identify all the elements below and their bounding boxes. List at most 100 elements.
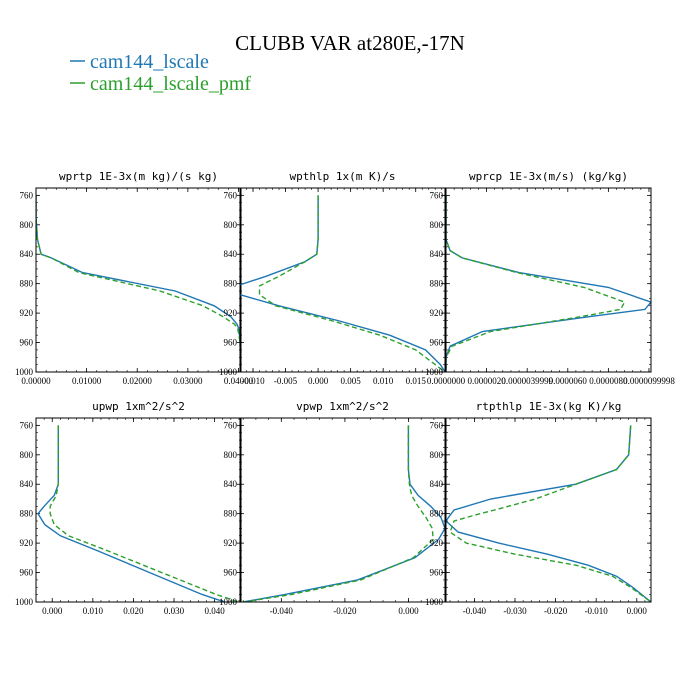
y-tick-label: 960 xyxy=(430,338,444,348)
panel-frame xyxy=(239,417,446,603)
legend-label-lscale-pmf: cam144_lscale_pmf xyxy=(90,73,251,95)
y-tick-label: 920 xyxy=(224,308,238,318)
x-tick-label: 0.010 xyxy=(373,376,394,386)
x-tick-label: 0.015 xyxy=(406,376,427,386)
y-tick-label: 840 xyxy=(224,249,238,259)
series-line-lscale xyxy=(240,195,445,372)
y-tick-label: 840 xyxy=(224,479,238,489)
y-tick-label: 880 xyxy=(224,279,238,289)
x-tick-label: 0.03000 xyxy=(173,376,203,386)
x-tick-label: 0.04000 xyxy=(224,376,254,386)
y-tick-label: 920 xyxy=(20,538,34,548)
panel-title: upwp 1xm^2/s^2 xyxy=(92,400,185,413)
x-tick-label: 0.000 xyxy=(42,606,63,616)
series-line-lscale xyxy=(36,195,241,372)
x-tick-label: -0.030 xyxy=(503,606,527,616)
y-tick-label: 1000 xyxy=(425,367,444,377)
legend-label-lscale: cam144_lscale xyxy=(90,51,209,73)
y-tick-label: 800 xyxy=(20,450,34,460)
y-tick-label: 760 xyxy=(20,420,34,430)
panel-5: rtpthlp 1E-3x(kg K)/kg 760 800 840 880 920 960… xyxy=(425,400,652,616)
y-tick-label: 880 xyxy=(20,279,34,289)
y-tick-label: 840 xyxy=(430,249,444,259)
y-tick-label: 880 xyxy=(430,509,444,519)
y-tick-label: 1000 xyxy=(15,597,34,607)
series-line-lscale-pmf xyxy=(446,195,626,372)
panel-frame xyxy=(445,187,652,373)
x-tick-label: 0.000 xyxy=(627,606,648,616)
series-line-lscale-pmf xyxy=(243,425,434,602)
series-line-lscale-pmf xyxy=(49,425,240,602)
series-line-lscale xyxy=(446,195,651,372)
y-tick-label: 960 xyxy=(224,338,238,348)
y-tick-label: 960 xyxy=(430,568,444,578)
series-line-lscale xyxy=(37,425,226,602)
y-tick-label: 840 xyxy=(430,479,444,489)
x-tick-label: 0.020 xyxy=(123,606,144,616)
y-tick-label: 840 xyxy=(20,479,34,489)
x-tick-label: 0.0000039999 xyxy=(501,376,553,386)
x-tick-label: -0.010 xyxy=(241,376,265,386)
y-tick-label: 760 xyxy=(430,420,444,430)
panel-frame xyxy=(35,187,242,373)
panel-title: wpthlp 1x(m K)/s xyxy=(290,170,396,183)
y-tick-label: 800 xyxy=(224,450,238,460)
panel-title: wprcp 1E-3x(m/s) (kg/kg) xyxy=(469,170,628,183)
y-tick-label: 880 xyxy=(430,279,444,289)
y-tick-label: 920 xyxy=(224,538,238,548)
y-tick-label: 960 xyxy=(20,338,34,348)
y-tick-label: 920 xyxy=(430,308,444,318)
panel-4: vpwp 1xm^2/s^2 760 800 840 880 920 960 1000 -0.0… xyxy=(219,400,446,616)
panel-3: upwp 1xm^2/s^2 760 800 840 880 920 960 1000 0.00… xyxy=(15,400,242,616)
y-tick-label: 800 xyxy=(224,220,238,230)
y-tick-label: 1000 xyxy=(15,367,34,377)
series-line-lscale-pmf xyxy=(258,195,445,372)
panel-title: vpwp 1xm^2/s^2 xyxy=(296,400,389,413)
y-tick-label: 880 xyxy=(20,509,34,519)
panel-title: wprtp 1E-3x(m kg)/(s kg) xyxy=(59,170,218,183)
x-tick-label: 0.000 xyxy=(398,606,419,616)
y-tick-label: 920 xyxy=(430,538,444,548)
panel-frame xyxy=(445,417,652,603)
panel-2: wprcp 1E-3x(m/s) (kg/kg) 760 800 840 880 920 9… xyxy=(425,170,675,386)
y-tick-label: 960 xyxy=(224,568,238,578)
y-tick-label: 1000 xyxy=(425,597,444,607)
x-tick-label: 0.02000 xyxy=(123,376,153,386)
x-tick-label: 0.040 xyxy=(204,606,225,616)
y-tick-label: 760 xyxy=(430,190,444,200)
y-tick-label: 1000 xyxy=(219,367,238,377)
x-tick-label: 0.010 xyxy=(83,606,104,616)
y-tick-label: 760 xyxy=(224,190,238,200)
x-tick-label: 0.0000060 xyxy=(549,376,588,386)
y-tick-label: 800 xyxy=(430,220,444,230)
x-tick-label: -0.005 xyxy=(274,376,298,386)
x-tick-label: -0.020 xyxy=(544,606,568,616)
x-tick-label: -0.040 xyxy=(270,606,294,616)
series-line-lscale xyxy=(243,425,445,602)
legend: cam144_lscale cam144_lscale_pmf xyxy=(70,51,251,95)
series-line-lscale xyxy=(446,425,651,602)
panel-frame xyxy=(35,417,242,603)
panels: wprtp 1E-3x(m kg)/(s kg) 760 800 840 880 920 9… xyxy=(15,170,675,616)
y-tick-label: 880 xyxy=(224,509,238,519)
x-tick-label: 0.0000080 xyxy=(589,376,628,386)
y-tick-label: 800 xyxy=(20,220,34,230)
x-tick-label: 0.005 xyxy=(341,376,362,386)
panel-title: rtpthlp 1E-3x(kg K)/kg xyxy=(476,400,622,413)
y-tick-label: 920 xyxy=(20,308,34,318)
x-tick-label: 0.0000020 xyxy=(467,376,506,386)
panel-0: wprtp 1E-3x(m kg)/(s kg) 760 800 840 880 920 9… xyxy=(15,170,254,386)
x-tick-label: 0.000 xyxy=(308,376,329,386)
x-tick-label: 0.030 xyxy=(164,606,185,616)
series-line-lscale-pmf xyxy=(449,425,651,602)
y-tick-label: 760 xyxy=(20,190,34,200)
y-tick-label: 960 xyxy=(20,568,34,578)
x-tick-label: 0.0000000 xyxy=(427,376,466,386)
x-tick-label: -0.020 xyxy=(333,606,357,616)
figure-title: CLUBB VAR at280E,-17N xyxy=(235,31,465,55)
x-tick-label: -0.010 xyxy=(585,606,609,616)
y-tick-label: 760 xyxy=(224,420,238,430)
x-tick-label: 0.00000 xyxy=(21,376,51,386)
panel-1: wpthlp 1x(m K)/s7608008408809209601000-0… xyxy=(219,170,446,386)
